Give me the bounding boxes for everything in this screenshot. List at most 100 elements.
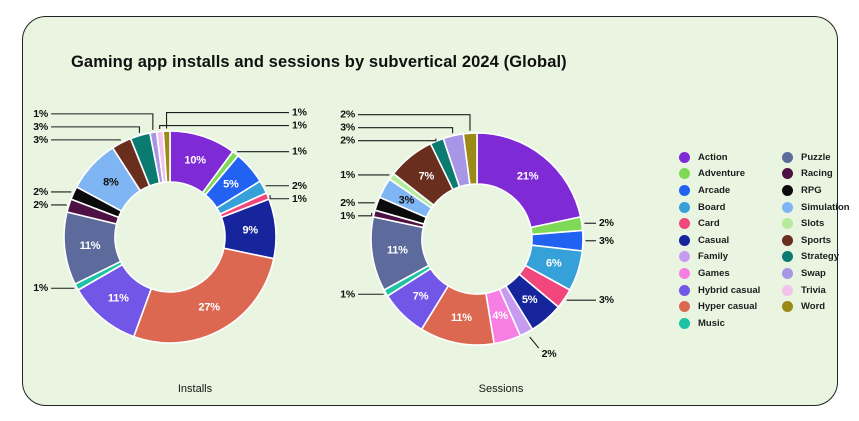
sessions-donut: 21%6%5%4%11%7%11%3%7%2%3%2%1%2%1%1%2%3%3… (340, 109, 615, 360)
legend-item-board: Board (679, 199, 772, 216)
callout-label-board: 2% (292, 180, 308, 192)
callout-label-slots: 1% (340, 169, 356, 181)
slice-label-action: 21% (517, 170, 539, 182)
legend-label: Word (801, 301, 826, 313)
legend-label: Board (698, 201, 726, 213)
callout-label-swap: 3% (340, 122, 356, 134)
legend-item-strategy: Strategy (782, 249, 850, 266)
legend-item-simulation: Simulation (782, 199, 850, 216)
legend-label: Sports (801, 234, 832, 246)
legend-dot-casual (679, 234, 690, 246)
callout-label-card: 1% (292, 193, 308, 205)
installs-caption: Installs (177, 383, 213, 395)
slice-label-puzzle: 11% (387, 245, 408, 257)
legend-label: Slots (801, 218, 825, 230)
legend-label: Family (698, 251, 729, 263)
legend: Action Adventure Arcade Board Card Casual Fami… (679, 149, 850, 332)
legend-label: Strategy (801, 251, 840, 263)
legend-item-arcade: Arcade (679, 182, 772, 199)
donut-slice-hyper-casual (132, 247, 275, 344)
legend-dot-hyper-casual (679, 301, 690, 313)
slice-label-simulation: 3% (399, 194, 415, 206)
callout-label-racing: 1% (340, 210, 356, 222)
legend-column-2: Puzzle Racing RPG Simulation Slots Sports Stra… (782, 149, 850, 332)
legend-dot-swap (782, 267, 793, 279)
callout-line-trivia (159, 125, 289, 129)
slice-label-casual: 5% (522, 294, 538, 306)
legend-item-card: Card (679, 215, 772, 232)
callout-line-strategy (358, 138, 437, 142)
legend-label: Action (698, 151, 728, 163)
legend-dot-music (679, 317, 690, 329)
callout-label-adventure: 1% (292, 146, 308, 158)
legend-dot-strategy (782, 251, 793, 263)
legend-dot-rpg (782, 184, 793, 196)
legend-item-hyper-casual: Hyper casual (679, 298, 772, 315)
sessions-caption: Sessions (478, 383, 524, 395)
callout-line-swap (358, 127, 454, 134)
slice-label-hyper-casual: 27% (198, 301, 220, 313)
legend-item-slots: Slots (782, 215, 850, 232)
callout-label-music: 1% (33, 282, 49, 294)
legend-item-casual: Casual (679, 232, 772, 249)
legend-label: Simulation (801, 201, 850, 213)
legend-dot-sports (782, 234, 793, 246)
legend-dot-arcade (679, 184, 690, 196)
slice-label-hybrid-casual: 11% (108, 293, 129, 305)
legend-label: Arcade (698, 184, 731, 196)
legend-dot-word (782, 301, 793, 313)
legend-item-action: Action (679, 149, 772, 166)
donut-slice-word (162, 130, 171, 183)
callout-line-card (269, 195, 289, 200)
legend-dot-adventure (679, 168, 690, 180)
legend-label: Games (698, 267, 730, 279)
callout-line-sports (51, 139, 121, 141)
callout-label-sports: 3% (33, 134, 49, 146)
legend-dot-board (679, 201, 690, 213)
slice-label-puzzle: 11% (80, 240, 101, 252)
legend-item-word: Word (782, 298, 850, 315)
donut-slice-word (462, 132, 478, 186)
legend-label: Hyper casual (698, 301, 758, 313)
slice-label-board: 6% (546, 257, 562, 269)
callout-label-rpg: 2% (340, 197, 356, 209)
legend-label: Card (698, 218, 720, 230)
slice-label-hyper-casual: 11% (451, 312, 472, 324)
slice-label-casual: 9% (242, 225, 258, 237)
slice-label-hybrid-casual: 7% (413, 290, 429, 302)
legend-item-puzzle: Puzzle (782, 149, 850, 166)
legend-dot-card (679, 218, 690, 230)
legend-dot-slots (782, 218, 793, 230)
callout-line-word (358, 114, 471, 131)
callout-label-arcade: 3% (599, 235, 615, 247)
legend-dot-action (679, 151, 690, 163)
callout-label-rpg: 2% (33, 186, 49, 198)
legend-dot-puzzle (782, 151, 793, 163)
chart-title: Gaming app installs and sessions by subv… (71, 53, 567, 71)
callout-label-word: 2% (340, 109, 356, 121)
legend-label: Hybrid casual (698, 284, 761, 296)
legend-item-adventure: Adventure (679, 166, 772, 183)
callout-label-card: 3% (599, 294, 615, 306)
legend-label: Trivia (801, 284, 826, 296)
installs-donut: 10%5%9%27%11%11%8%1%3%3%2%2%1%1%1%1%2%1% (33, 107, 308, 344)
callout-label-strategy: 2% (340, 135, 356, 147)
legend-label: Racing (801, 168, 833, 180)
legend-item-games: Games (679, 265, 772, 282)
legend-item-family: Family (679, 249, 772, 266)
callout-label-word: 1% (292, 107, 308, 119)
legend-label: Music (698, 317, 725, 329)
callout-line-word (166, 112, 289, 129)
legend-dot-games (679, 267, 690, 279)
legend-dot-trivia (782, 284, 793, 296)
legend-dot-simulation (782, 201, 793, 213)
legend-label: Swap (801, 267, 826, 279)
callout-line-swap (51, 113, 154, 130)
legend-label: RPG (801, 184, 822, 196)
legend-item-music: Music (679, 315, 772, 332)
legend-item-trivia: Trivia (782, 282, 850, 299)
legend-dot-family (679, 251, 690, 263)
callout-line-strategy (51, 126, 140, 133)
